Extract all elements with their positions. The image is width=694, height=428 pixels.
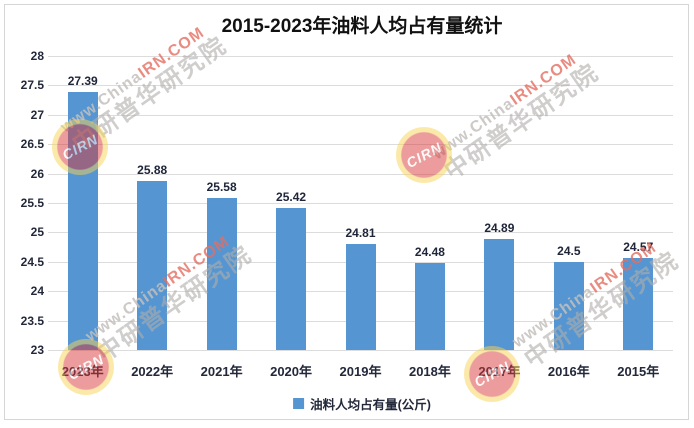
- watermark-url: www.ChinaIRN.COM: [430, 46, 589, 164]
- y-axis-label: 26: [30, 166, 44, 181]
- watermark-logo: CIRN: [396, 127, 452, 183]
- bar: [276, 207, 307, 350]
- y-axis-label: 27: [30, 107, 44, 122]
- x-axis-label: 2016年: [547, 364, 590, 379]
- legend: 油料人均占有量(公斤): [293, 394, 431, 413]
- watermark-brand-text: 中研普华研究院: [439, 58, 605, 186]
- gridline: [48, 144, 673, 146]
- x-axis-label: 2020年: [270, 364, 313, 379]
- gridline: [48, 232, 673, 234]
- gridline: [48, 114, 673, 116]
- bar-value-label: 24.57: [623, 239, 654, 254]
- legend-label: 油料人均占有量(公斤): [310, 398, 431, 412]
- chart-title: 2015-2023年油料人均占有量统计: [221, 16, 503, 37]
- gridline: [48, 56, 673, 57]
- watermark-url-accent: IRN.COM: [507, 51, 580, 109]
- gridline: [48, 350, 673, 351]
- watermark-url-accent: IRN.COM: [135, 24, 208, 82]
- x-axis-label: 2022年: [131, 364, 174, 379]
- y-axis-label: 23: [30, 343, 44, 357]
- bar: [414, 262, 445, 350]
- bar-value-label: 24.81: [345, 225, 376, 240]
- bar-value-label: 25.88: [137, 162, 168, 177]
- y-axis-label: 25.5: [20, 196, 44, 210]
- y-axis-label: 24: [30, 284, 44, 299]
- bar: [345, 243, 376, 350]
- bar-value-label: 24.89: [484, 220, 515, 235]
- x-axis-label: 2019年: [339, 364, 382, 379]
- gridline: [48, 85, 673, 87]
- watermark-brand-text: 中研普华研究院: [519, 246, 685, 374]
- x-axis-label: 2023年: [61, 364, 104, 379]
- watermark-text: www.ChinaIRN.COM 中研普华研究院: [510, 234, 685, 374]
- bar: [206, 198, 237, 350]
- bar-value-label: 24.5: [557, 243, 581, 258]
- chart-border: [4, 4, 689, 420]
- gridline: [48, 203, 673, 204]
- bar-value-label: 27.39: [67, 73, 98, 88]
- gridline: [48, 173, 673, 175]
- y-axis-label: 24.5: [20, 254, 44, 269]
- y-axis-label: 25: [30, 225, 44, 240]
- y-axis-label: 26.5: [20, 137, 44, 152]
- y-axis-label: 23.5: [20, 313, 44, 328]
- bar: [67, 91, 98, 350]
- legend-swatch: [293, 398, 305, 409]
- bar-value-label: 25.58: [206, 180, 237, 195]
- y-axis-label: 28: [30, 49, 44, 63]
- bar-value-label: 25.42: [276, 189, 307, 204]
- y-axis-label: 27.5: [20, 78, 44, 93]
- x-axis-label: 2018年: [408, 364, 451, 379]
- bar: [553, 261, 584, 350]
- bar: [623, 257, 654, 350]
- bar: [137, 180, 168, 350]
- x-axis-label: 2021年: [200, 364, 243, 379]
- x-axis-label: 2015年: [617, 364, 660, 379]
- x-axis-label: 2017年: [478, 364, 521, 379]
- watermark-url-prefix: www.China: [429, 94, 518, 164]
- bar: [484, 238, 515, 350]
- bar-value-label: 24.48: [414, 244, 445, 259]
